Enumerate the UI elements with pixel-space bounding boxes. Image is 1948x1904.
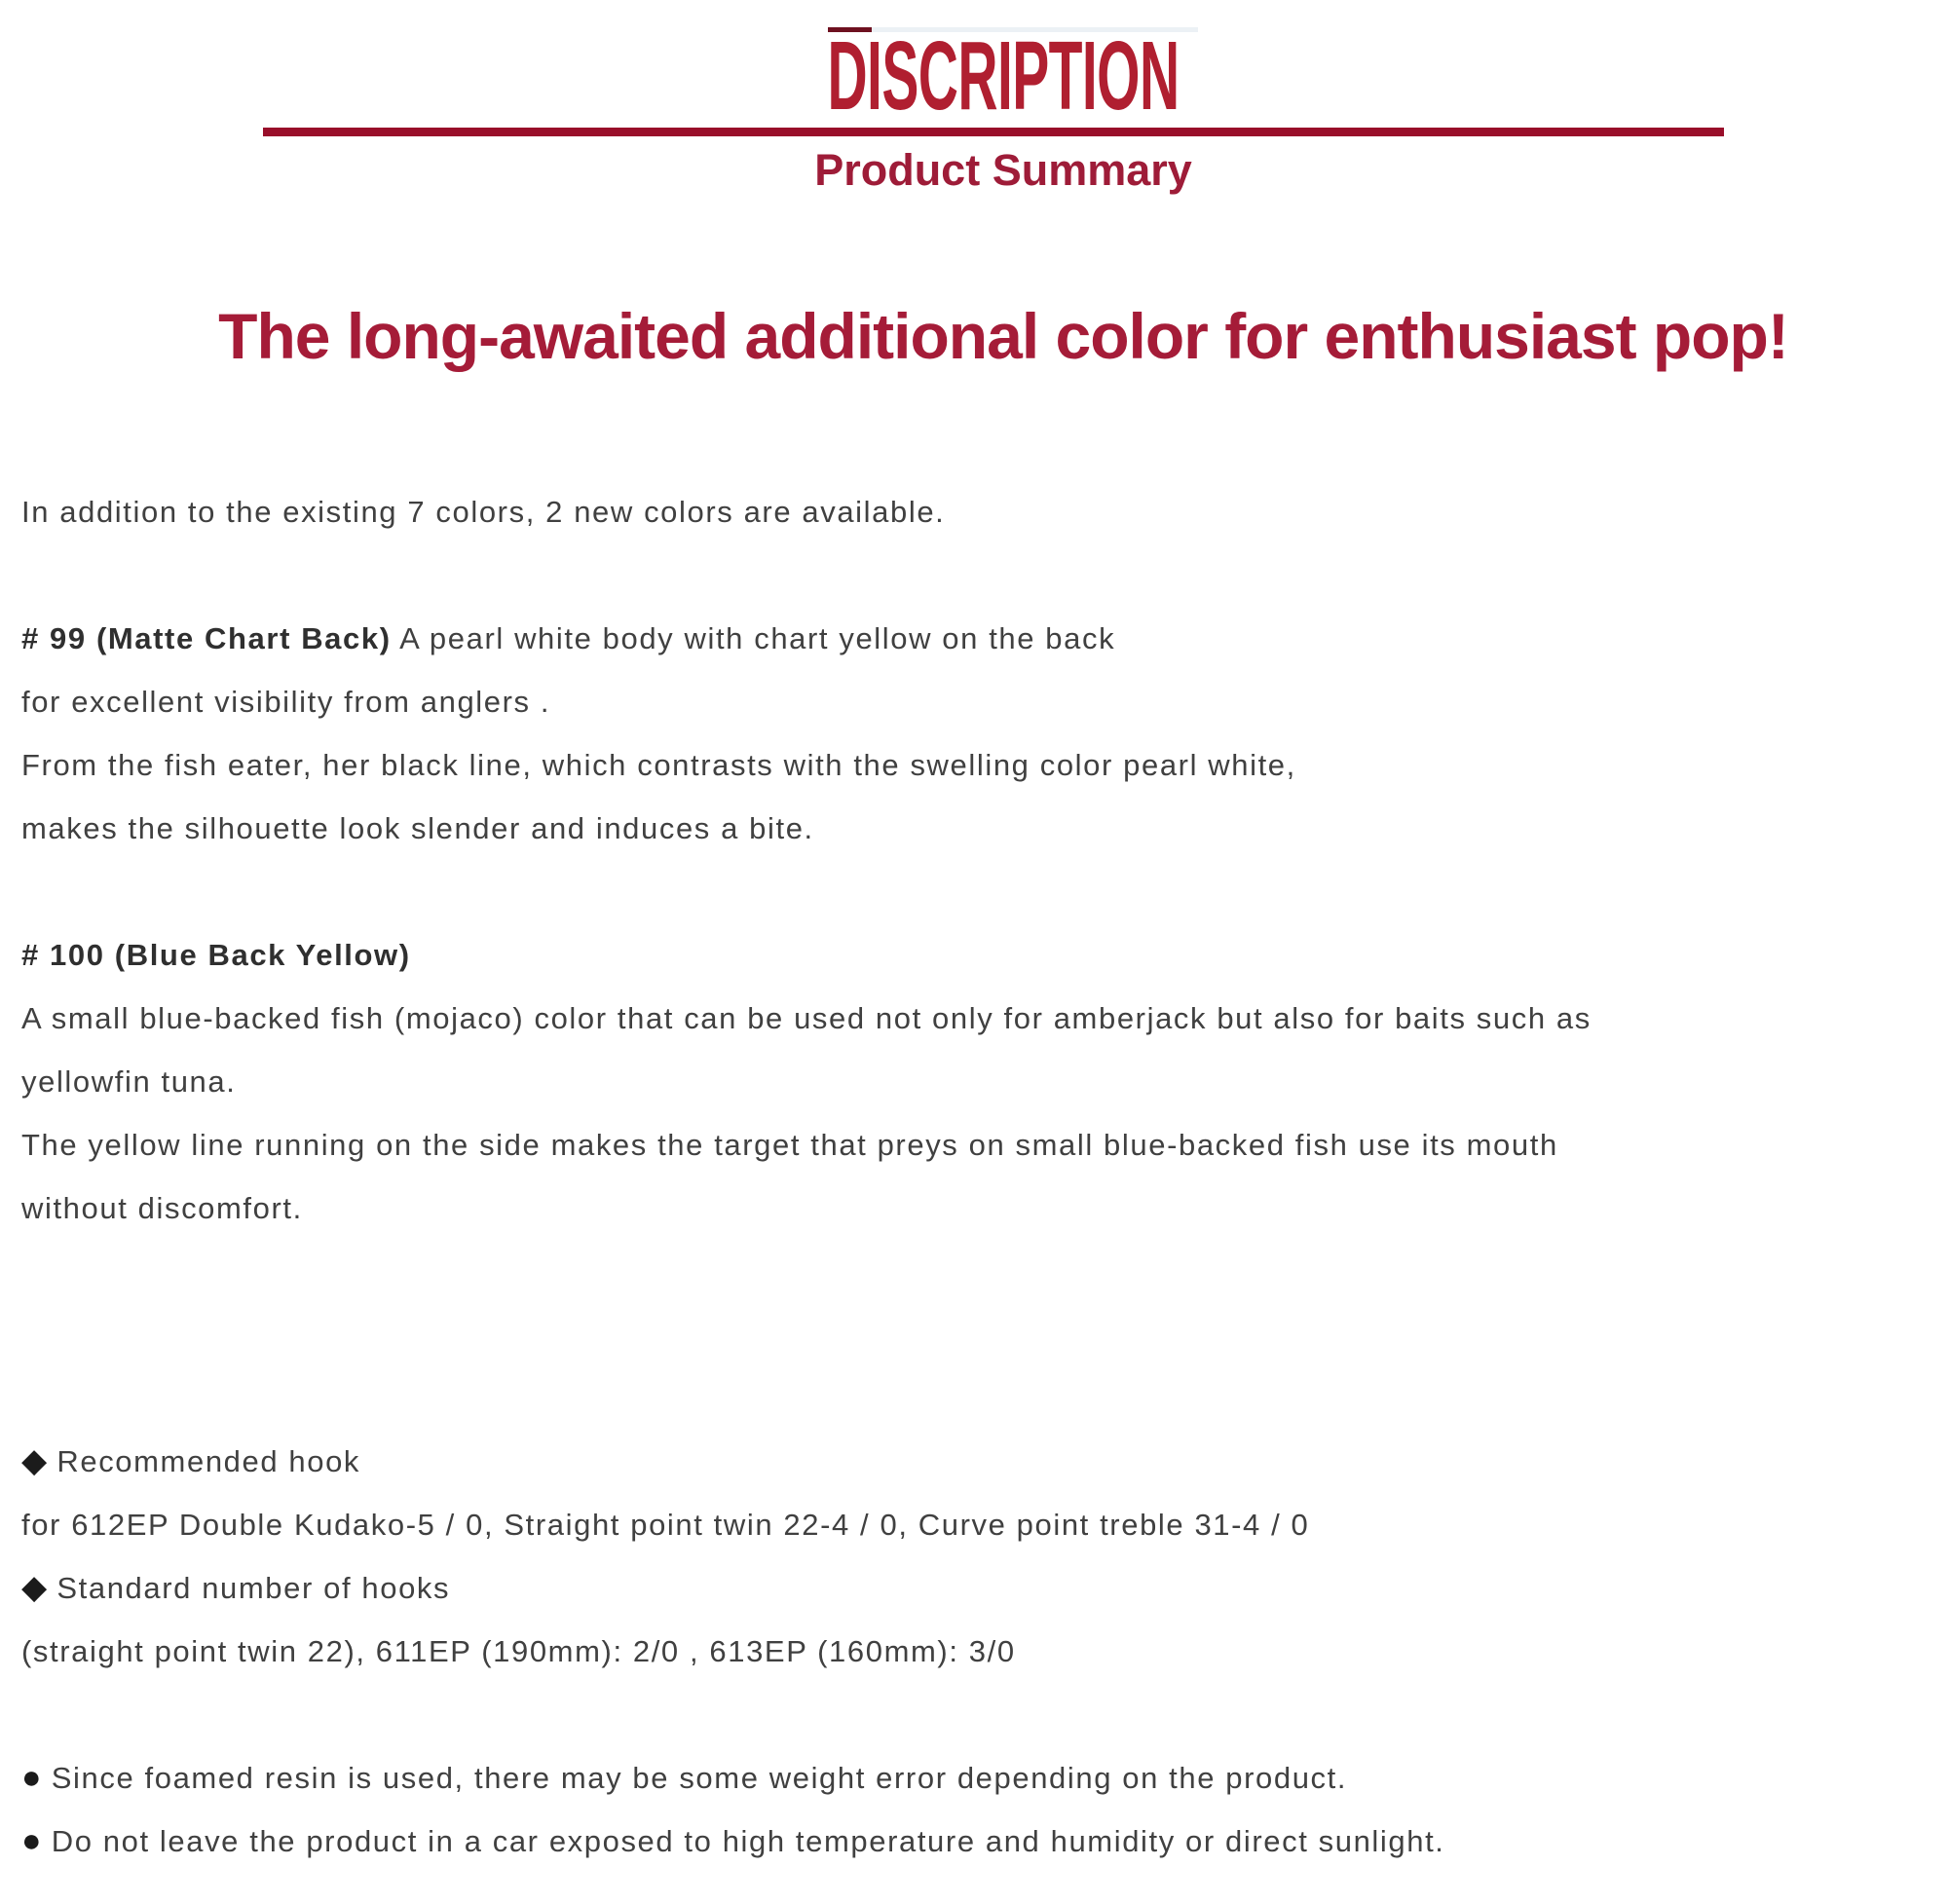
bold-text: # 100 (Blue Back Yellow) bbox=[21, 938, 411, 972]
body-line: # 99 (Matte Chart Back) A pearl white bo… bbox=[21, 621, 1116, 655]
blank-line bbox=[0, 1240, 1948, 1303]
body-line: # 100 (Blue Back Yellow) bbox=[0, 923, 1948, 987]
body-line: makes the silhouette look slender and in… bbox=[21, 811, 814, 845]
body-line: From the fish eater, her black line, whi… bbox=[21, 748, 1296, 782]
body-line: without discomfort. bbox=[21, 1191, 303, 1225]
body-line: yellowfin tuna. bbox=[21, 1064, 237, 1099]
body-line: In addition to the existing 7 colors, 2 … bbox=[21, 495, 946, 529]
blank-line bbox=[0, 1683, 1948, 1746]
subtitle: Product Summary bbox=[814, 145, 1192, 195]
body-line: for 612EP Double Kudako-5 / 0, Straight … bbox=[21, 1508, 1310, 1542]
diamond-bullet-icon: ◆ bbox=[21, 1442, 48, 1479]
body-line: A small blue-backed fish (mojaco) color … bbox=[21, 1001, 1592, 1035]
headline: The long-awaited additional color for en… bbox=[218, 300, 1789, 372]
circle-bullet-icon: ● bbox=[21, 1759, 42, 1796]
body-line: ◆ Standard number of hooks bbox=[21, 1569, 451, 1606]
body-line: ◆ Recommended hook bbox=[21, 1442, 361, 1479]
product-description-page: DISCRIPTION Product Summary The long-awa… bbox=[0, 27, 1948, 1904]
body-line: ● Do not leave the product in a car expo… bbox=[21, 1822, 1445, 1859]
blank-line bbox=[0, 1366, 1948, 1430]
body-line: The yellow line running on the side make… bbox=[21, 1128, 1558, 1162]
circle-bullet-icon: ● bbox=[21, 1822, 42, 1859]
diamond-bullet-icon: ◆ bbox=[21, 1569, 48, 1606]
body-line: ● Since foamed resin is used, there may … bbox=[21, 1759, 1348, 1796]
body-line: for excellent visibility from anglers . bbox=[21, 685, 551, 719]
cropped-image-remnant-dark bbox=[828, 27, 872, 32]
blank-line bbox=[0, 543, 1948, 607]
body-text: In addition to the existing 7 colors, 2 … bbox=[0, 480, 1948, 1873]
blank-line bbox=[0, 860, 1948, 923]
section-title: DISCRIPTION bbox=[827, 21, 1180, 131]
cropped-image-remnant bbox=[828, 27, 1198, 32]
description-header: DISCRIPTION Product Summary The long-awa… bbox=[0, 27, 1948, 374]
bold-text: # 99 (Matte Chart Back) bbox=[21, 621, 392, 655]
body-line: (straight point twin 22), 611EP (190mm):… bbox=[21, 1634, 1016, 1668]
blank-line bbox=[0, 1303, 1948, 1366]
title-underline bbox=[263, 128, 1724, 136]
